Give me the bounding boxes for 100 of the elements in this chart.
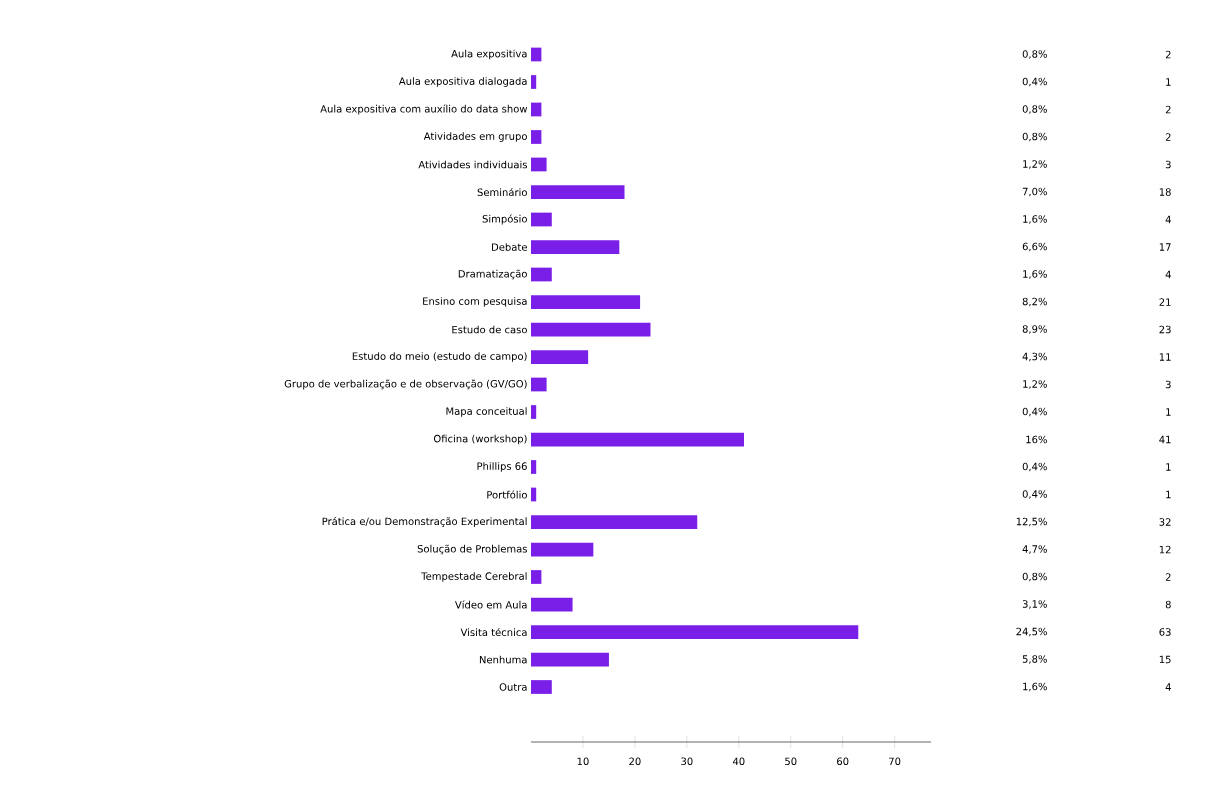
data-label: 11 xyxy=(1159,353,1171,361)
data-label: 4 xyxy=(1165,270,1171,279)
text: 1,2% xyxy=(1023,380,1047,389)
text: 0,4% xyxy=(1022,77,1047,87)
y-tick-label: Aula expositiva xyxy=(451,49,527,60)
bar xyxy=(531,680,552,694)
bar xyxy=(531,487,537,502)
text: 0,8% xyxy=(1022,105,1047,114)
text: 0,8% xyxy=(1022,572,1047,582)
bar xyxy=(531,75,537,89)
y-tick-label: Simpósio xyxy=(482,214,527,225)
data-label: 2 xyxy=(1165,50,1171,59)
bar xyxy=(531,542,594,557)
y-tick-label: Estudo do meio (estudo de campo) xyxy=(352,352,527,362)
text: 5,8% xyxy=(1022,655,1047,664)
bar xyxy=(531,322,651,337)
x-tick-label: 40 xyxy=(732,757,745,766)
data-label: 32 xyxy=(1159,518,1171,526)
y-tick-label: Dramatização xyxy=(458,269,527,280)
text: 0,4% xyxy=(1022,462,1047,472)
text: 8,9% xyxy=(1022,325,1047,334)
bar xyxy=(531,102,542,117)
text: 0,8% xyxy=(1022,132,1047,142)
bar xyxy=(531,130,542,144)
bar xyxy=(531,350,589,364)
x-tick-label: 70 xyxy=(889,757,901,766)
text: 0,4% xyxy=(1022,490,1047,499)
data-label: 18 xyxy=(1159,188,1171,196)
bar xyxy=(531,212,552,227)
data-label: 4 xyxy=(1165,215,1171,224)
bar xyxy=(531,597,573,612)
x-tick-label: 20 xyxy=(629,757,641,766)
data-label: 63 xyxy=(1159,628,1171,636)
y-tick-label: Grupo de verbalização e de observação (GV/GO) xyxy=(284,379,527,390)
text: 0,8% xyxy=(1022,50,1047,59)
text: 6,6% xyxy=(1022,242,1047,252)
y-tick-label: Mapa conceitual xyxy=(446,407,527,417)
bar xyxy=(531,377,547,392)
data-label: 2 xyxy=(1165,573,1171,581)
text: 0,4% xyxy=(1022,407,1047,417)
data-label: 1 xyxy=(1166,78,1171,86)
bar xyxy=(531,405,537,419)
data-label: 3 xyxy=(1165,380,1171,389)
y-tick-label: Oficina (workshop) xyxy=(433,434,527,445)
y-tick-label: Atividades individuais xyxy=(418,160,527,169)
data-label: 1 xyxy=(1166,408,1171,416)
bar xyxy=(531,47,542,62)
y-tick-label: Vídeo em Aula xyxy=(454,600,527,609)
text: 8,2% xyxy=(1022,297,1047,307)
text: 4,3% xyxy=(1022,352,1047,362)
bar xyxy=(531,515,698,529)
y-tick-label: Prática e/ou Demonstração Experimental xyxy=(322,516,527,528)
text: 3,1% xyxy=(1022,600,1047,609)
y-tick-label: Estudo de caso xyxy=(452,325,527,334)
bar xyxy=(531,652,609,667)
x-tick-label: 50 xyxy=(785,757,797,766)
y-tick-label: Aula expositiva dialogada xyxy=(398,77,527,87)
text: 7,0% xyxy=(1022,187,1047,197)
data-label: 2 xyxy=(1165,133,1171,141)
bar xyxy=(531,570,542,584)
data-label: 21 xyxy=(1159,298,1171,306)
data-label: 1 xyxy=(1166,463,1171,471)
bar xyxy=(531,267,552,282)
bar xyxy=(531,240,620,254)
text: 1,6% xyxy=(1023,215,1047,224)
bar xyxy=(531,460,537,474)
bar xyxy=(531,157,547,172)
x-tick-label: 10 xyxy=(577,757,589,766)
bar xyxy=(531,185,625,199)
x-tick-label: 60 xyxy=(837,757,849,766)
y-tick-label: Outra xyxy=(499,683,527,691)
data-label: 4 xyxy=(1165,683,1171,691)
text: 16% xyxy=(1026,435,1047,444)
data-label: 2 xyxy=(1165,105,1171,114)
text: 1,6% xyxy=(1023,270,1047,279)
text: 12,5% xyxy=(1016,517,1047,527)
text: 1,6% xyxy=(1023,682,1047,692)
y-tick-label: Tempestade Cerebral xyxy=(421,572,527,582)
data-label: 23 xyxy=(1159,325,1171,334)
y-tick-label: Portfólio xyxy=(487,490,527,499)
x-tick-label: 30 xyxy=(681,757,693,766)
y-tick-label: Ensino com pesquisa xyxy=(423,297,527,307)
y-tick-label: Atividades em grupo xyxy=(423,132,527,142)
y-tick-label: Visita técnica xyxy=(460,627,527,637)
y-tick-label: Debate xyxy=(492,243,527,251)
bar xyxy=(531,625,859,639)
y-tick-label: Phillips 66 xyxy=(477,462,527,472)
text: 4,7% xyxy=(1022,545,1047,554)
y-tick-label: Seminário xyxy=(477,187,527,197)
text: 24,5% xyxy=(1016,627,1047,637)
data-label: 12 xyxy=(1159,545,1171,554)
data-label: 41 xyxy=(1159,435,1171,444)
y-tick-label: Aula expositiva com auxílio do data show xyxy=(320,104,528,115)
data-label: 3 xyxy=(1165,160,1171,169)
data-label: 8 xyxy=(1165,600,1171,609)
data-label: 17 xyxy=(1159,243,1171,251)
data-label: 1 xyxy=(1166,490,1171,499)
y-tick-label: Solução de Problemas xyxy=(417,544,527,555)
y-tick-label: Nenhuma xyxy=(479,655,527,664)
data-label: 15 xyxy=(1159,655,1171,664)
